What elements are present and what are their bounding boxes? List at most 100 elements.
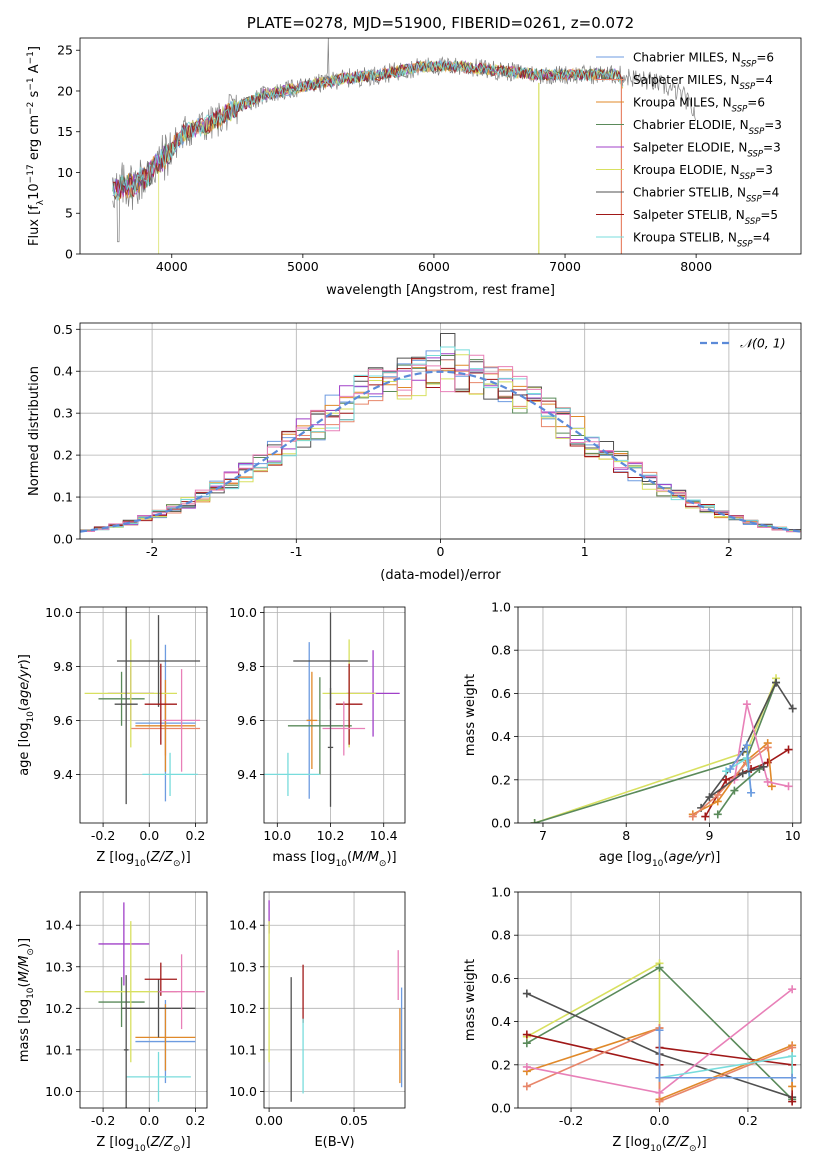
y-tick-label: 0.3 <box>53 406 73 421</box>
weight-marker <box>530 819 539 823</box>
axes-frame <box>79 37 802 255</box>
legend-subscript: SSP <box>740 82 756 92</box>
y-tick-label: 10.1 <box>229 1042 257 1057</box>
label-part: erg cm <box>27 115 42 164</box>
label-part: )] <box>697 1135 707 1150</box>
label-part: )] <box>710 850 720 865</box>
x-tick-label: 0.2 <box>186 1113 206 1128</box>
x-axis-label: age [log10(age/yr)] <box>599 850 721 869</box>
label-part: ( <box>662 1135 667 1150</box>
y-tick-label: 20 <box>57 83 73 98</box>
legend-label: Kroupa STELIB, N <box>633 231 737 245</box>
label-part: )] <box>17 654 32 664</box>
y-tick-label: 5 <box>65 206 73 221</box>
weight-series <box>733 703 789 788</box>
errorbar-point <box>327 688 334 807</box>
label-part: age/yr <box>668 850 711 865</box>
label-part: 10 <box>26 987 36 999</box>
chart-residuals: -2 -1 0 1 2 0.0 0.1 0.2 0.3 0.4 0.5 (data-model)/er… <box>27 322 802 583</box>
y-tick-label: 9.6 <box>53 713 73 728</box>
chart-age_vs_Z: -0.2 0.0 0.29.49.69.810.0Z [log10(Z/Z⊙)]ag… <box>17 605 208 869</box>
model-spectrum <box>112 60 624 198</box>
label-part: ⊙ <box>173 859 181 869</box>
legend-tail: =4 <box>753 231 771 245</box>
y-tick-label: 10 <box>57 165 73 180</box>
chart-spectrum: 4000 5000 6000 7000 8000 0 5 10 15 20 25 PLATE=0278… <box>26 14 802 298</box>
weight-marker <box>788 1073 797 1082</box>
chart-weight_vs_Z: -0.2 0.0 0.2 0.0 0.2 0.4 0.6 0.8 1.0 Z [log10(Z/Z… <box>463 885 802 1154</box>
label-part: 10 <box>650 1144 662 1154</box>
histogram-series <box>80 354 801 532</box>
y-tick-label: 9.8 <box>237 659 257 674</box>
errorbar-point <box>84 639 177 748</box>
y-tick-label: 10.0 <box>229 605 257 620</box>
label-part: Z [log <box>96 850 134 865</box>
y-tick-label: 0.4 <box>53 364 73 379</box>
weight-marker <box>522 1082 531 1091</box>
label-part: −2 <box>26 102 36 115</box>
errorbar-point <box>144 663 177 745</box>
label-part: A <box>27 64 42 77</box>
weight-marker <box>522 1062 531 1071</box>
label-part: Z/Z <box>666 1135 690 1150</box>
label-part: −1 <box>26 51 36 64</box>
weight-marker <box>763 743 772 752</box>
x-axis-label: Z [log10(Z/Z⊙)] <box>96 1135 190 1154</box>
legend-label: Chabrier ELODIE, N <box>633 118 749 132</box>
plot-area <box>80 332 801 533</box>
histogram-series <box>80 346 801 532</box>
weight-marker <box>713 790 722 799</box>
y-tick-label: 9.4 <box>53 767 73 782</box>
weight-marker <box>742 741 751 750</box>
label-part: ( <box>146 850 151 865</box>
weight-marker <box>688 812 697 821</box>
y-tick-label: 0.4 <box>491 729 511 744</box>
y-axis-label: mass weight <box>463 959 478 1041</box>
label-part: 10 <box>27 183 42 200</box>
label-part: −1 <box>26 77 36 90</box>
errorbar-point <box>114 607 138 805</box>
y-tick-label: 0.2 <box>491 772 511 787</box>
errorbar-point <box>98 977 145 1027</box>
weight-marker <box>738 769 747 778</box>
legend-tail: =5 <box>760 208 778 222</box>
legend-label: Salpeter STELIB, N <box>633 208 745 222</box>
x-axis-label: Z [log10(Z/Z⊙)] <box>96 850 190 869</box>
model-spectrum <box>112 59 624 201</box>
label-part: Z/Z <box>150 850 174 865</box>
label-part: Z [log <box>612 1135 650 1150</box>
weight-marker <box>522 1030 531 1039</box>
weight-marker <box>522 989 531 998</box>
legend-tail: =3 <box>764 118 782 132</box>
weight-marker <box>655 1026 664 1035</box>
x-tick-label: 4000 <box>156 259 188 274</box>
weight-marker <box>655 1073 664 1082</box>
y-tick-label: 25 <box>57 43 73 58</box>
weight-marker <box>742 754 751 763</box>
weight-marker <box>522 1039 531 1048</box>
y-tick-label: 0.0 <box>491 1101 511 1116</box>
label-part: s <box>27 90 42 101</box>
legend-label: Chabrier STELIB, N <box>633 186 746 200</box>
errorbar-point <box>98 902 150 986</box>
x-tick-label: 10.0 <box>263 828 291 843</box>
label-part: ⊙ <box>26 948 36 956</box>
x-tick-label: 10.2 <box>317 828 345 843</box>
x-axis-label: mass [log10(M/M⊙)] <box>272 850 396 869</box>
legend-tail: =6 <box>747 96 765 110</box>
y-axis-label: Flux [fλ10−17 erg cm−2 s−1 A−1] <box>26 46 46 246</box>
plot-area <box>84 607 201 805</box>
x-tick-label: 5000 <box>287 259 319 274</box>
label-part: 10 <box>26 711 36 723</box>
x-tick-label: -0.2 <box>559 1113 583 1128</box>
weight-series <box>692 746 769 818</box>
errorbar-point <box>322 701 366 756</box>
label-part: mass [log <box>17 999 32 1062</box>
legend-tail: =4 <box>762 186 780 200</box>
y-tick-label: 10.0 <box>229 1084 257 1099</box>
x-tick-label: 1 <box>581 544 589 559</box>
x-tick-label: 2 <box>725 544 733 559</box>
x-tick-label: 10.4 <box>370 828 398 843</box>
y-tick-label: 15 <box>57 124 73 139</box>
y-tick-label: 0.2 <box>53 448 73 463</box>
